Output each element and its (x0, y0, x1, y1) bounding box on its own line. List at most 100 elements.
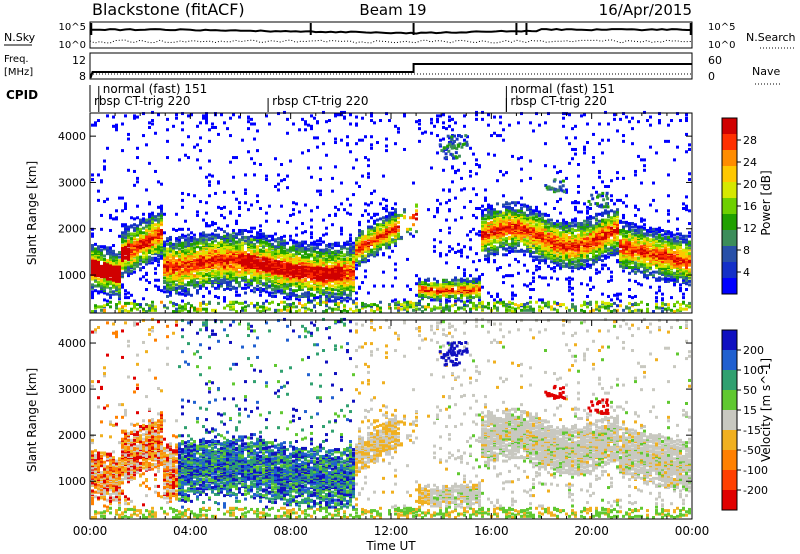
power-cell-2517 (286, 186, 289, 190)
power-cell-1715 (226, 248, 229, 252)
power-cell-4447 (493, 306, 496, 310)
power-cell-3 (91, 292, 94, 296)
power-cell-4409 (487, 208, 490, 212)
power-cell-2331 (274, 270, 277, 274)
power-cell-2036 (250, 249, 253, 253)
power-cell-2122 (256, 149, 259, 153)
power-cell-2757 (304, 128, 307, 132)
power-cell-4699 (511, 206, 514, 210)
power-cell-1936 (244, 291, 247, 295)
power-cell-2047 (250, 157, 253, 161)
power-cell-4005 (439, 228, 442, 232)
power-cell-4396 (487, 233, 490, 237)
power-cell-1491 (208, 194, 211, 198)
power-cell-4501 (496, 235, 499, 239)
power-cell-2000 (247, 242, 250, 246)
power-cell-3566 (370, 216, 373, 220)
power-cell-2830 (310, 235, 313, 239)
cpid-label-4: normal (fast) 151 (510, 82, 614, 96)
power-cell-3283 (346, 299, 349, 303)
power-cell-890 (163, 231, 166, 235)
power-cell-4550 (499, 169, 502, 173)
power-cell-1078 (178, 227, 181, 231)
power-cell-565 (136, 224, 139, 228)
power-cell-2750 (304, 249, 307, 253)
power-cell-2484 (286, 303, 289, 307)
power-cell-3168 (337, 283, 340, 287)
power-cell-2993 (322, 142, 325, 146)
power-cell-1757 (229, 252, 232, 256)
power-cell-4050 (445, 253, 448, 257)
power-cell-4160 (460, 216, 463, 220)
power-cell-4843 (526, 247, 529, 251)
power-cell-1971 (244, 173, 247, 177)
power-cell-4248 (472, 279, 475, 283)
power-cell-1558 (214, 256, 217, 260)
power-cell-3352 (349, 246, 352, 250)
power-cell-4876 (529, 282, 532, 286)
power-cell-3799 (397, 300, 400, 304)
power-cell-2045 (250, 226, 253, 230)
power-cell-4008 (439, 138, 442, 142)
power-cell-2692 (301, 282, 304, 286)
power-cell-3916 (427, 296, 430, 300)
power-cell-4477 (493, 215, 496, 219)
power-cell-1332 (199, 277, 202, 281)
power-cell-2876 (313, 240, 316, 244)
power-cell-2196 (262, 237, 265, 241)
power-cell-2990 (322, 240, 325, 244)
power-cell-4741 (517, 260, 520, 264)
power-cell-4115 (454, 282, 457, 286)
power-cell-2391 (277, 237, 280, 241)
power-cell-144 (103, 298, 106, 302)
power-cell-3820 (403, 298, 406, 302)
power-cell-2515 (286, 241, 289, 245)
power-cell-1879 (238, 249, 241, 253)
power-cell-3496 (364, 269, 367, 273)
power-cell-426 (124, 225, 127, 229)
power-cell-4225 (469, 274, 472, 278)
power-cell-4188 (466, 299, 469, 303)
power-cell-2173 (262, 282, 265, 286)
power-cell-1617 (220, 278, 223, 282)
power-cell-4030 (442, 113, 445, 117)
power-cell-3466 (361, 281, 364, 285)
power-cell-1443 (205, 238, 208, 242)
power-cell-2562 (292, 305, 295, 309)
power-cell-4279 (475, 158, 478, 162)
power-cell-1255 (193, 283, 196, 287)
power-cell-467 (127, 137, 130, 141)
power-cell-1648 (223, 306, 226, 310)
power-cell-667 (145, 224, 148, 228)
power-cell-4353 (484, 240, 487, 244)
power-cell-2985 (322, 254, 325, 258)
power-cell-3164 (337, 292, 340, 296)
power-cell-3738 (391, 299, 394, 303)
power-cell-1071 (178, 247, 181, 251)
power-cell-785 (157, 288, 160, 292)
power-cell-2838 (310, 124, 313, 128)
power-cell-753 (154, 305, 157, 309)
power-cell-3112 (331, 176, 334, 180)
power-cell-1740 (229, 277, 232, 281)
power-cell-3350 (349, 250, 352, 254)
power-cell-2326 (274, 277, 277, 281)
power-cell-2090 (256, 278, 259, 282)
power-cell-2637 (295, 247, 298, 251)
power-cell-1817 (232, 175, 235, 179)
power-cell-994 (172, 252, 175, 256)
power-cell-4275 (475, 206, 478, 210)
power-cell-2805 (310, 286, 313, 290)
power-cell-457 (127, 239, 130, 243)
power-cell-1039 (175, 113, 178, 117)
power-cell-712 (148, 121, 151, 125)
power-cell-436 (127, 274, 130, 278)
power-cell-132 (100, 252, 103, 256)
power-cell-4151 (460, 285, 463, 289)
power-cell-634 (142, 134, 145, 138)
power-cell-3638 (379, 244, 382, 248)
power-cell-3150 (334, 212, 337, 216)
power-cell-3110 (331, 223, 334, 227)
power-cell-389 (121, 196, 124, 200)
power-cell-651 (145, 248, 148, 252)
